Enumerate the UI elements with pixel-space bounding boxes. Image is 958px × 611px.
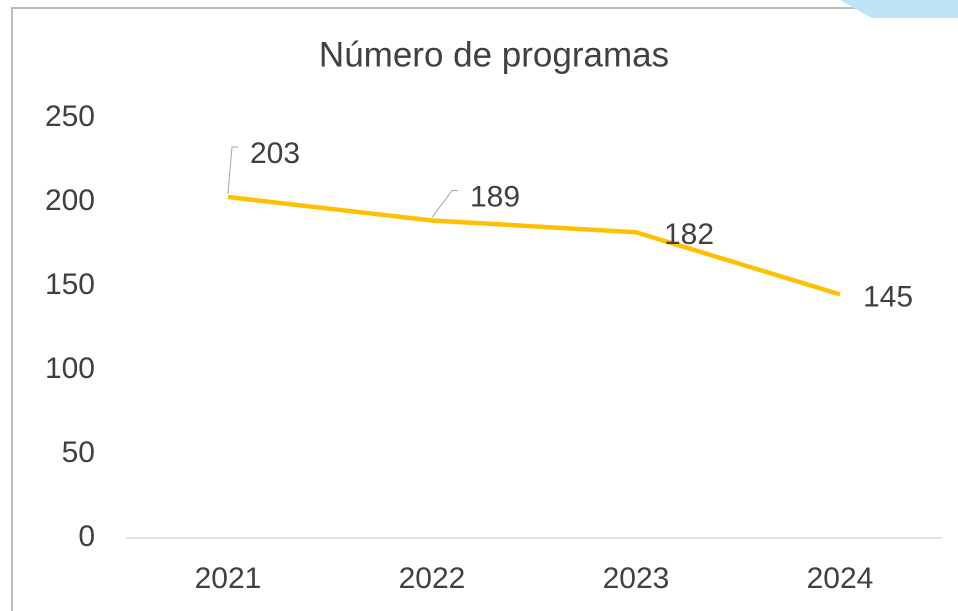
chart-title: Número de programas	[319, 35, 669, 74]
corner-shape	[840, 0, 958, 18]
x-tick-label: 2023	[603, 562, 670, 595]
data-label: 189	[470, 180, 520, 213]
data-label: 145	[863, 280, 913, 313]
y-tick-label: 50	[62, 436, 95, 469]
y-tick-label: 150	[45, 268, 95, 301]
data-label: 182	[664, 218, 714, 251]
x-tick-label: 2021	[195, 562, 262, 595]
x-tick-label: 2024	[807, 562, 874, 595]
leader-line	[227, 146, 238, 195]
y-tick-label: 250	[45, 100, 95, 133]
y-tick-label: 100	[45, 352, 95, 385]
leader-line	[431, 189, 458, 218]
data-label: 203	[250, 137, 300, 170]
y-tick-label: 200	[45, 184, 95, 217]
x-tick-label: 2022	[399, 562, 466, 595]
y-tick-label: 0	[78, 520, 95, 553]
line-series	[227, 194, 841, 297]
chart-border	[11, 7, 958, 611]
